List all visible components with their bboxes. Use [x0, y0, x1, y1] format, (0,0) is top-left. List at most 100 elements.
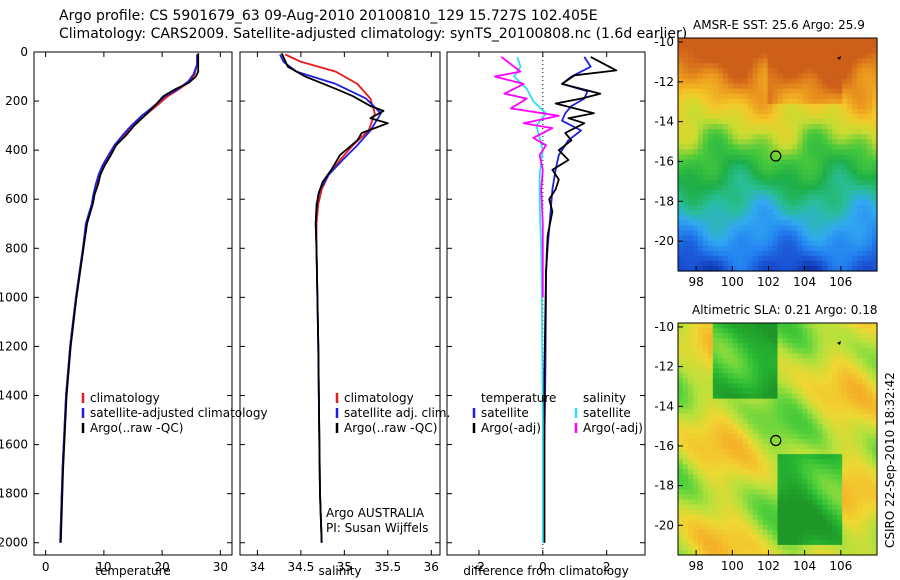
- sst-map-cell: [857, 169, 863, 176]
- sst-map-cell: [687, 159, 694, 166]
- sst-map-cell: [777, 174, 784, 181]
- sla-map-cell: [687, 388, 694, 395]
- sst-map-cell: [742, 174, 749, 181]
- sla-map-cell: [737, 539, 744, 546]
- sla-map-cell: [692, 393, 699, 400]
- sla-map-cell: [822, 544, 828, 551]
- sla-map-cell: [752, 504, 759, 511]
- sst-map-cell: [842, 48, 848, 54]
- sst-map-cell: [827, 245, 833, 252]
- sla-map-cell: [827, 534, 833, 541]
- sst-map-cell: [772, 164, 779, 171]
- sst-map-cell: [867, 164, 873, 171]
- sst-map-cell: [812, 43, 818, 49]
- sst-map-cell: [807, 38, 813, 44]
- sst-map-cell: [732, 159, 739, 166]
- sst-map-cell: [747, 250, 754, 257]
- sst-map-cell: [802, 200, 808, 206]
- sst-map-cell: [687, 38, 694, 44]
- sst-map-cell: [727, 220, 734, 227]
- sst-map-cell: [707, 210, 714, 216]
- sst-map-cell: [867, 48, 873, 54]
- sla-map-cell: [832, 464, 838, 470]
- sla-map-cell: [812, 514, 818, 521]
- sst-map-cell: [732, 245, 739, 252]
- sla-map-cell: [857, 509, 863, 516]
- sst-map-cell: [812, 250, 818, 257]
- sla-map-cell: [842, 418, 848, 425]
- sla-map-cell: [842, 373, 848, 380]
- sla-map-cell: [872, 524, 878, 531]
- sst-map-cell: [842, 250, 848, 257]
- sla-map-cell: [717, 519, 724, 526]
- sla-map-cell: [827, 474, 833, 480]
- sst-map-cell: [787, 134, 794, 140]
- sst-map-cell: [787, 88, 794, 95]
- sla-map-cell: [737, 524, 744, 531]
- sst-map-cell: [797, 260, 803, 267]
- sla-map-cell: [872, 464, 878, 470]
- sst-map-cell: [822, 200, 828, 206]
- sst-map-cell: [802, 260, 808, 267]
- sla-map-cell: [872, 408, 878, 415]
- sla-map-cell: [767, 484, 774, 491]
- sla-map-cell: [747, 403, 754, 410]
- sla-map-cell: [777, 378, 784, 385]
- sst-map-cell: [852, 129, 858, 135]
- sla-map-cell: [678, 449, 684, 455]
- sla-map-cell: [807, 514, 813, 521]
- sst-map-cell: [732, 210, 739, 216]
- sla-map-cell: [682, 499, 689, 506]
- sst-map-cell: [847, 179, 853, 186]
- sst-map-cell: [762, 154, 769, 161]
- sst-map-cell: [692, 179, 699, 186]
- sla-map-cell: [777, 469, 784, 475]
- sst-map-cell: [867, 88, 873, 95]
- sla-map-cell: [702, 388, 709, 395]
- sla-map-cell: [787, 449, 794, 455]
- sla-map-xtick-label: 98: [688, 559, 703, 573]
- sst-map-cell: [807, 139, 813, 145]
- sla-map-cell: [872, 494, 878, 501]
- sst-map-cell: [737, 159, 744, 166]
- sst-map-cell: [832, 220, 838, 227]
- sla-map-cell: [712, 469, 719, 475]
- sla-map-cell: [802, 449, 808, 455]
- sla-map-cell: [727, 418, 734, 425]
- sla-map-cell: [762, 353, 769, 359]
- sst-map-cell: [742, 159, 749, 166]
- sst-map-cell: [792, 154, 798, 161]
- sst-map-cell: [827, 225, 833, 232]
- sla-map-cell: [822, 464, 828, 470]
- sla-map-cell: [792, 514, 798, 521]
- sla-map-cell: [767, 393, 774, 400]
- sla-map-cell: [767, 474, 774, 480]
- sla-map-cell: [697, 408, 704, 415]
- sla-map-cell: [702, 418, 709, 425]
- sst-map-cell: [687, 103, 694, 110]
- sla-map-cell: [802, 363, 808, 369]
- sst-map-cell: [712, 93, 719, 100]
- sst-map-cell: [702, 174, 709, 181]
- sla-map-cell: [867, 398, 873, 405]
- sla-map-cell: [727, 433, 734, 440]
- sst-map-cell: [678, 43, 684, 49]
- sla-map-cell: [822, 469, 828, 475]
- sst-map-cell: [812, 58, 818, 64]
- sla-map-cell: [732, 393, 739, 400]
- sla-map-cell: [717, 479, 724, 485]
- sla-map-cell: [767, 529, 774, 536]
- sst-map-cell: [678, 38, 684, 44]
- sla-map-cell: [737, 323, 744, 329]
- sla-map-cell: [707, 383, 714, 390]
- sla-map-cell: [717, 449, 724, 455]
- sla-map-cell: [697, 388, 704, 395]
- sla-map-cell: [852, 464, 858, 470]
- sst-map-cell: [812, 215, 818, 221]
- sla-map-cell: [807, 484, 813, 491]
- sla-map-cell: [772, 459, 779, 465]
- sla-map-cell: [872, 539, 878, 546]
- sst-map-cell: [717, 260, 724, 267]
- sst-map-cell: [702, 169, 709, 176]
- sst-map-cell: [832, 184, 838, 191]
